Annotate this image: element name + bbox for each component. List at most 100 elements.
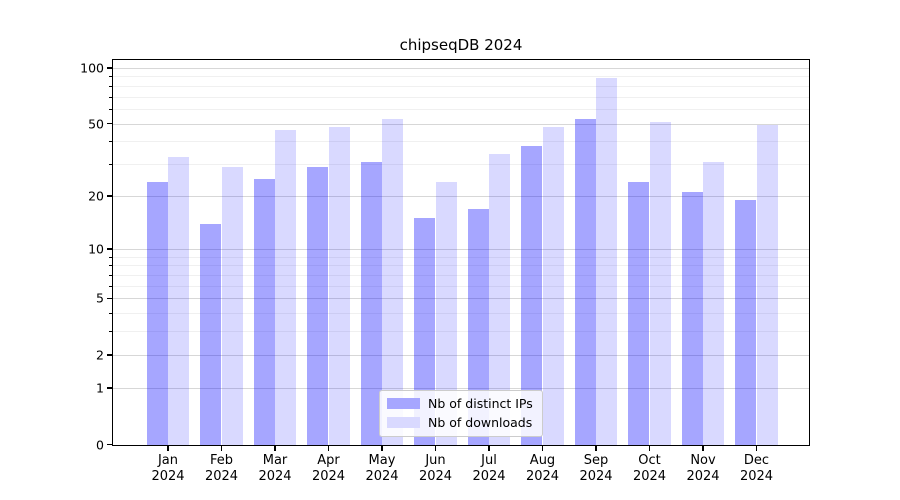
- legend-entry-distinct-ips: Nb of distinct IPs: [387, 396, 533, 411]
- bar-distinct-ips-dec: [735, 200, 757, 445]
- minor-gridline: [113, 256, 809, 258]
- downloads-swatch-icon: [387, 417, 420, 428]
- bar-downloads-oct: [649, 122, 671, 445]
- x-tick-label-apr: Apr 2024: [289, 453, 369, 487]
- x-tick-label-oct: Oct 2024: [610, 453, 690, 487]
- bar-distinct-ips-oct: [628, 181, 650, 445]
- y-tick-label: 0: [96, 437, 104, 452]
- y-axis-minor-tick: [108, 256, 112, 258]
- x-tick-month: Dec: [743, 452, 770, 468]
- y-axis-tick: [106, 387, 112, 389]
- y-axis-tick: [106, 122, 112, 125]
- y-axis-tick: [106, 354, 112, 356]
- bar-distinct-ips-may: [360, 161, 382, 445]
- minor-gridline: [113, 85, 809, 87]
- minor-gridline: [113, 96, 809, 98]
- bar-downloads-sep: [596, 78, 618, 445]
- y-axis-minor-tick: [108, 313, 112, 315]
- x-tick-label-jul: Jul 2024: [449, 453, 529, 487]
- y-axis-minor-tick: [108, 164, 112, 166]
- x-tick-month: Jun: [425, 452, 446, 468]
- x-axis-tick: [220, 445, 223, 451]
- minor-gridline: [113, 331, 809, 333]
- y-axis-minor-tick: [108, 331, 112, 333]
- x-tick-label-jun: Jun 2024: [396, 453, 476, 487]
- x-axis-tick: [381, 445, 383, 451]
- major-gridline: [113, 123, 809, 125]
- bar-distinct-ips-apr: [307, 166, 329, 445]
- bar-downloads-feb: [221, 166, 243, 445]
- minor-gridline: [113, 313, 809, 315]
- bar-downloads-dec: [756, 125, 778, 445]
- y-tick-label: 2: [96, 347, 104, 363]
- x-tick-year: 2024: [418, 469, 453, 485]
- y-axis-minor-tick: [108, 76, 112, 78]
- y-tick-label: 100: [80, 60, 104, 76]
- bar-distinct-ips-sep: [574, 118, 596, 445]
- major-gridline: [113, 196, 809, 198]
- plot-area: Nb of distinct IPs Nb of downloads 0 1 2 5 1…: [80, 59, 810, 484]
- y-tick-label: 10: [88, 241, 104, 257]
- x-tick-label-mar: Mar 2024: [235, 453, 315, 487]
- x-axis-tick: [702, 445, 704, 451]
- y-tick-label: 20: [88, 188, 104, 204]
- x-tick-month: May: [368, 452, 396, 468]
- x-tick-month: Aug: [529, 452, 556, 468]
- bar-distinct-ips-jan: [146, 181, 168, 445]
- y-axis-minor-tick: [108, 96, 112, 98]
- x-axis-tick: [434, 445, 437, 451]
- x-tick-year: 2024: [258, 469, 292, 485]
- y-tick-label: 5: [96, 290, 104, 306]
- y-axis-minor-tick: [108, 85, 112, 87]
- y-axis-tick: [106, 67, 112, 69]
- x-tick-label-dec: Dec 2024: [717, 453, 797, 487]
- x-tick-month: Nov: [690, 452, 716, 468]
- distinct-ips-swatch-icon: [387, 398, 420, 409]
- legend-entry-downloads: Nb of downloads: [387, 415, 533, 430]
- y-axis-minor-tick: [108, 265, 112, 267]
- x-axis-tick: [488, 445, 490, 451]
- x-axis-tick: [274, 445, 276, 451]
- bar-downloads-jan: [168, 156, 190, 445]
- bar-distinct-ips-feb: [200, 223, 222, 445]
- major-gridline: [113, 354, 809, 356]
- x-tick-month: Jul: [481, 452, 497, 468]
- legend-label-distinct-ips: Nb of distinct IPs: [428, 396, 533, 411]
- y-axis-minor-tick: [108, 285, 112, 287]
- x-tick-month: Jan: [157, 452, 179, 468]
- x-tick-label-jan: Jan 2024: [128, 453, 208, 487]
- major-gridline: [113, 387, 809, 389]
- x-tick-month: Feb: [209, 452, 234, 468]
- minor-gridline: [113, 265, 809, 267]
- bar-distinct-ips-jun: [414, 218, 436, 445]
- x-tick-year: 2024: [472, 469, 506, 485]
- x-axis-tick: [167, 445, 169, 451]
- x-tick-year: 2024: [151, 469, 185, 485]
- minor-gridline: [113, 285, 809, 287]
- y-axis-tick: [106, 297, 112, 299]
- minor-gridline: [113, 109, 809, 111]
- y-tick-label: 1: [96, 380, 104, 396]
- x-tick-label-may: May 2024: [342, 453, 422, 487]
- major-gridline: [113, 67, 809, 69]
- legend: Nb of distinct IPs Nb of downloads: [379, 390, 543, 437]
- bar-downloads-jun: [435, 181, 457, 445]
- major-gridline: [113, 248, 809, 250]
- x-axis-tick: [755, 445, 758, 451]
- x-tick-month: Apr: [317, 452, 340, 468]
- x-axis-tick: [648, 445, 651, 451]
- x-tick-month: Sep: [583, 452, 609, 468]
- x-tick-label-nov: Nov 2024: [663, 453, 743, 487]
- y-axis-minor-tick: [108, 274, 112, 276]
- y-axis-minor-tick: [108, 141, 112, 143]
- x-tick-year: 2024: [311, 469, 346, 485]
- bar-downloads-jul: [489, 154, 511, 445]
- y-axis-minor-tick: [108, 109, 112, 111]
- y-tick-label: 50: [88, 116, 104, 132]
- x-tick-year: 2024: [579, 469, 613, 485]
- x-axis-tick: [327, 445, 330, 451]
- bar-downloads-may: [382, 118, 404, 445]
- bar-distinct-ips-jul: [467, 208, 489, 445]
- bar-distinct-ips-aug: [521, 145, 543, 445]
